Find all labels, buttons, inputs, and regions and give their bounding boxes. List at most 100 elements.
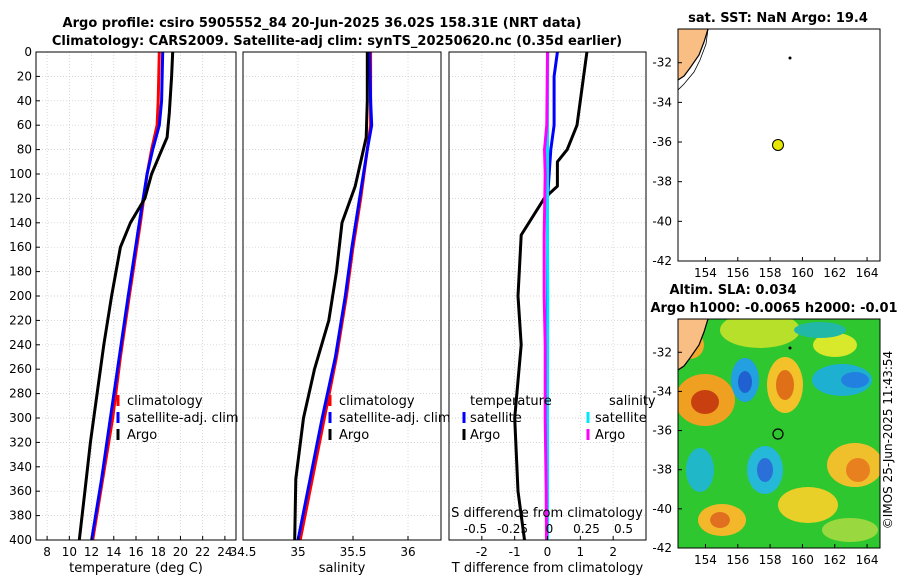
salinity-line-satellite-adj-clim: [296, 51, 374, 541]
temperature-legend-label: Argo: [127, 428, 157, 443]
sst_map-ytick-label: -32: [652, 56, 672, 70]
depth-tick-label: 320: [9, 435, 32, 449]
temperature-xtick-label: 14: [106, 545, 121, 559]
sla-map-title1: Altim. SLA: 0.034: [670, 283, 797, 298]
depth-tick-label: 400: [9, 533, 32, 547]
title-line1: Argo profile: csiro 5905552_84 20-Jun-20…: [63, 16, 582, 31]
sst_map-ytick-label: -38: [652, 175, 672, 189]
sst_map-ytick-label: -42: [652, 254, 672, 268]
title-line2: Climatology: CARS2009. Satellite-adj cli…: [52, 34, 622, 49]
depth-tick-label: 60: [17, 118, 32, 132]
sst_map-xtick-label: 162: [823, 266, 846, 280]
temperature-xtick-label: 10: [62, 545, 77, 559]
sst_map-xtick-label: 158: [759, 266, 782, 280]
diff-legend-sal-label: satellite: [595, 411, 647, 426]
salinity-frame: [242, 51, 442, 541]
depth-tick-label: 140: [9, 216, 32, 230]
diff-legend-temp-label: Argo: [470, 428, 500, 443]
depth-tick-label: 120: [9, 191, 32, 205]
sla-float-dot: [788, 346, 792, 350]
depth-tick-label: 380: [9, 509, 32, 523]
temperature-xtick-label: 8: [43, 545, 51, 559]
salinity-xtick-label: 36: [400, 545, 415, 559]
sst-land: [678, 29, 708, 80]
diff-s-axis-label: S difference from climatology: [451, 506, 643, 521]
sst_map-ytick-label: -40: [652, 214, 672, 228]
sla_map-xtick-label: 156: [726, 553, 749, 567]
depth-tick-label: 160: [9, 240, 32, 254]
sla-coastline: [678, 319, 709, 371]
depth-tick-label: 220: [9, 313, 32, 327]
depth-tick-label: 180: [9, 265, 32, 279]
diff-legend-sal-label: Argo: [595, 428, 625, 443]
difference-xtick-label: -2: [476, 545, 488, 559]
sst-coast-shelf: [678, 29, 709, 91]
difference-panel: -2 -1 0 1 2 T difference from climatology temp…: [448, 51, 656, 576]
sst-coastline: [678, 29, 709, 81]
sla_map-ytick-label: -34: [652, 384, 672, 398]
depth-tick-label: 300: [9, 411, 32, 425]
temperature-legend-label: satellite-adj. clim: [127, 411, 239, 426]
salinity-xtick-label: 35: [290, 545, 305, 559]
sst_map-ytick-label: -34: [652, 95, 672, 109]
sla-land: [678, 319, 708, 370]
depth-tick-label: 80: [17, 143, 32, 157]
sla_map-xtick-label: 162: [823, 553, 846, 567]
sst_map-xtick-label: 154: [694, 266, 717, 280]
sst-map: sat. SST: NaN Argo: 19.4 154 156 158 160 162…: [652, 11, 881, 280]
sst_map-xtick-label: 164: [856, 266, 879, 280]
diff-legend-temp-title: temperature: [470, 394, 552, 409]
sla-map-title2: Argo h1000: -0.0065 h2000: -0.01: [650, 301, 897, 316]
sst_map-xtick-label: 156: [726, 266, 749, 280]
difference-line-s-argo: [542, 51, 549, 541]
depth-tick-label: 240: [9, 338, 32, 352]
depth-tick-label: 40: [17, 94, 32, 108]
difference-xtick-label: 1: [577, 545, 585, 559]
sla_map-ytick-label: -38: [652, 463, 672, 477]
diff-legend-sal-title: salinity: [609, 394, 656, 409]
sst-argo-marker: [772, 139, 784, 151]
depth-tick-label: 20: [17, 69, 32, 83]
depth-tick-label: 260: [9, 362, 32, 376]
sla_map-ytick-label: -36: [652, 424, 672, 438]
salinity-legend-label: satellite-adj. clim: [339, 411, 451, 426]
salinity-xtick-label: 35.5: [340, 545, 367, 559]
depth-tick-label: 100: [9, 167, 32, 181]
sla_map-xtick-label: 158: [759, 553, 782, 567]
salinity-xlabel: salinity: [319, 561, 366, 576]
depth-tick-label: 200: [9, 289, 32, 303]
difference-xtick-label: 2: [609, 545, 617, 559]
temperature-xtick-label: 12: [84, 545, 99, 559]
difference-xtick-label: -1: [509, 545, 521, 559]
diff-s-tick-label: 0: [546, 522, 554, 536]
credit-text: ©IMOS 25-Jun-2025 11:43:54: [881, 351, 895, 529]
difference-xlabel: T difference from climatology: [451, 561, 644, 576]
sla_map-ytick-label: -42: [652, 541, 672, 555]
temperature-xtick-label: 18: [151, 545, 166, 559]
temperature-line-satellite-adj-clim: [90, 51, 165, 541]
sla-argo-marker: [772, 428, 784, 440]
temperature-xtick-label: 20: [173, 545, 188, 559]
depth-tick-label: 340: [9, 460, 32, 474]
temperature-xlabel: temperature (deg C): [69, 561, 203, 576]
salinity-legend-label: climatology: [339, 394, 415, 409]
temperature-legend-label: climatology: [127, 394, 203, 409]
diff-s-tick-label: 0.5: [614, 522, 633, 536]
temperature-xtick-label: 24: [217, 545, 232, 559]
sla_map-ytick-label: -32: [652, 345, 672, 359]
sla_map-xtick-label: 154: [694, 553, 717, 567]
diff-s-tick-label: -0.25: [497, 522, 528, 536]
sst_map-ytick-label: -36: [652, 135, 672, 149]
depth-tick-label: 360: [9, 484, 32, 498]
diff-s-tick-label: -0.5: [464, 522, 487, 536]
sla_map-ytick-label: -40: [652, 502, 672, 516]
salinity-panel: 34.5 35 35.5 36 salinity climatology satellite…: [230, 51, 451, 576]
diff-s-tick-label: 0.25: [573, 522, 600, 536]
depth-tick-label: 280: [9, 387, 32, 401]
salinity-xtick-label: 34.5: [230, 545, 257, 559]
diff-legend-temp-label: satellite: [470, 411, 522, 426]
temperature-xtick-label: 16: [128, 545, 143, 559]
difference-xtick-label: 0: [544, 545, 552, 559]
salinity-line-argo: [293, 52, 369, 541]
